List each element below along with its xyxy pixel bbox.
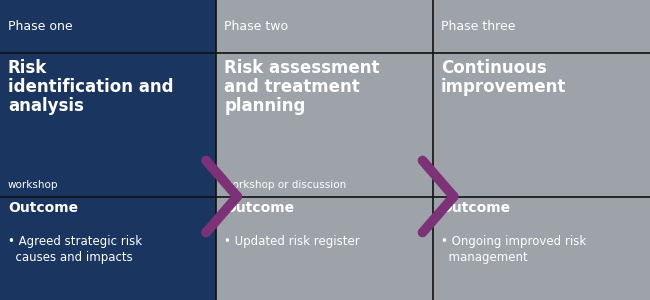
Bar <box>216 0 433 300</box>
Text: • Updated risk register: • Updated risk register <box>224 235 360 248</box>
Text: Risk assessment
and treatment
planning: Risk assessment and treatment planning <box>224 58 380 115</box>
Bar <box>433 0 650 300</box>
Text: Continuous
improvement: Continuous improvement <box>441 58 566 96</box>
Text: workshop: workshop <box>8 181 58 190</box>
Text: Outcome: Outcome <box>441 201 511 215</box>
Text: Phase three: Phase three <box>441 20 515 33</box>
Bar <box>0 0 216 300</box>
Text: Phase two: Phase two <box>224 20 289 33</box>
Text: workshop or discussion: workshop or discussion <box>224 181 346 190</box>
Text: • Ongoing improved risk
  management: • Ongoing improved risk management <box>441 235 586 263</box>
Text: Risk
identification and
analysis: Risk identification and analysis <box>8 58 174 115</box>
Text: Outcome: Outcome <box>8 201 78 215</box>
Text: Phase one: Phase one <box>8 20 72 33</box>
Text: • Agreed strategic risk
  causes and impacts: • Agreed strategic risk causes and impac… <box>8 235 142 263</box>
Text: Outcome: Outcome <box>224 201 294 215</box>
